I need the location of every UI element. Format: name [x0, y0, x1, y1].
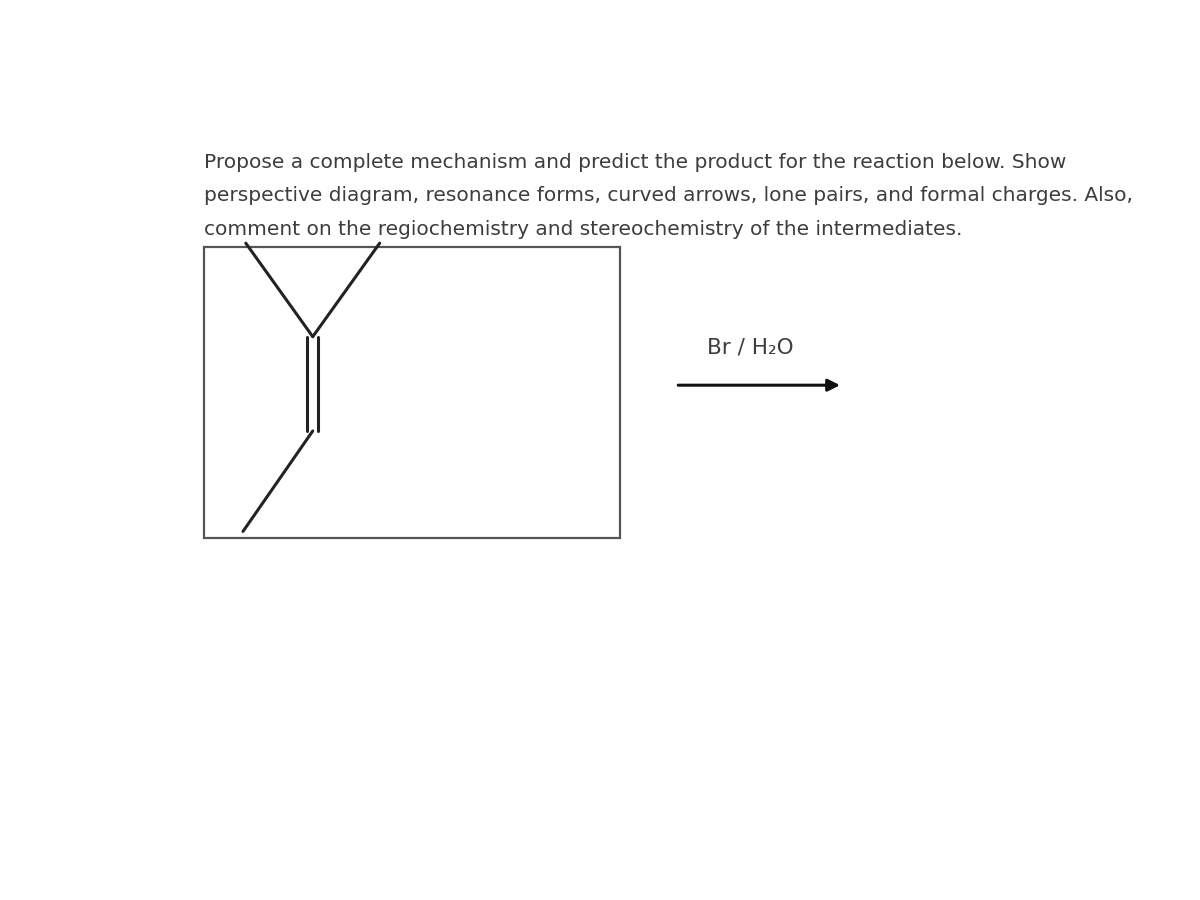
Text: Br / H₂O: Br / H₂O [707, 338, 793, 357]
Text: Propose a complete mechanism and predict the product for the reaction below. Sho: Propose a complete mechanism and predict… [204, 153, 1067, 172]
Bar [204, 247, 619, 537]
Text: perspective diagram, resonance forms, curved arrows, lone pairs, and formal char: perspective diagram, resonance forms, cu… [204, 186, 1133, 205]
Text: comment on the regiochemistry and stereochemistry of the intermediates.: comment on the regiochemistry and stereo… [204, 220, 962, 238]
